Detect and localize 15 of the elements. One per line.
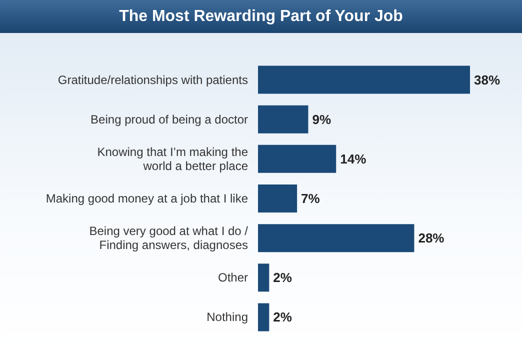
data-label: 7% [301, 191, 320, 206]
y-tick-label: Other [218, 270, 248, 285]
y-tick-label: Being very good at what I do / Finding answers, diagnoses [89, 224, 249, 252]
data-label: 14% [340, 151, 367, 166]
data-label: 38% [474, 72, 500, 88]
data-label: 2% [273, 270, 292, 286]
y-tick-label: Gratitude/relationships with patients [58, 72, 248, 87]
y-tick-label: Being proud of being a doctor [90, 112, 248, 126]
chart-title: The Most Rewarding Part of Your Job [0, 0, 522, 33]
data-label: 9% [312, 112, 332, 127]
y-tick-label: Knowing that I’m making the world a better place [97, 144, 248, 173]
data-label: 2% [273, 310, 292, 325]
data-label: 28% [418, 230, 445, 246]
y-tick-label: Making good money at a job that I like [46, 192, 248, 206]
y-tick-label: Nothing [206, 310, 248, 324]
